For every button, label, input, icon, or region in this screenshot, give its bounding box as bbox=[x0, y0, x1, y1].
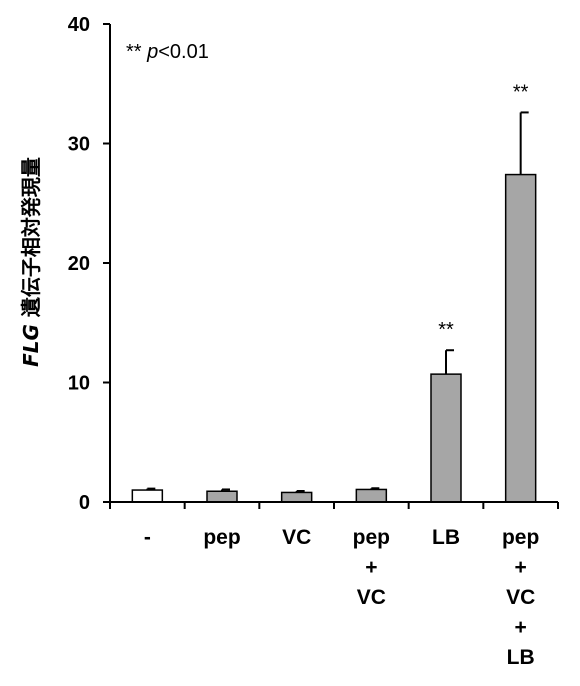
y-axis: 0 10 20 30 40 bbox=[68, 14, 111, 514]
x-axis bbox=[109, 501, 559, 509]
y-axis-label-italic: FLG bbox=[19, 324, 43, 367]
bar bbox=[430, 373, 462, 503]
y-tick-label: 40 bbox=[68, 14, 90, 36]
y-tick-label: 20 bbox=[68, 253, 90, 275]
y-tick-label: 30 bbox=[68, 134, 90, 156]
category-label: LB bbox=[507, 646, 535, 669]
category-label: - bbox=[144, 526, 151, 549]
y-tick-label: 0 bbox=[79, 492, 90, 514]
y-tick-label: 10 bbox=[68, 373, 90, 395]
y-axis-label: FLG 遺伝子相対発現量 bbox=[19, 157, 43, 367]
category-label: LB bbox=[432, 526, 460, 549]
annotation-p: p bbox=[146, 41, 158, 63]
significance-legend: ** p<0.01 bbox=[126, 41, 209, 63]
y-axis-label-rest: 遺伝子相対発現量 bbox=[19, 157, 43, 324]
significance-marker: ** bbox=[438, 319, 454, 341]
category-label: pep bbox=[502, 526, 539, 549]
category-label: VC bbox=[506, 586, 535, 609]
category-label: + bbox=[365, 556, 377, 579]
category-labels: - pep VC pep + VC LB pep + VC + LB bbox=[144, 526, 540, 669]
bar bbox=[206, 490, 238, 503]
annotation-prefix: ** bbox=[126, 41, 147, 63]
category-label: pep bbox=[353, 526, 390, 549]
significance-marker: ** bbox=[513, 81, 529, 103]
category-label: + bbox=[515, 616, 527, 639]
bar bbox=[355, 488, 388, 503]
bar bbox=[280, 491, 313, 503]
bar bbox=[131, 489, 164, 503]
annotation-suffix: <0.01 bbox=[158, 41, 209, 63]
category-label: VC bbox=[282, 526, 311, 549]
bar bbox=[504, 173, 537, 503]
significance-markers: ** ** bbox=[438, 81, 528, 341]
bars bbox=[131, 173, 537, 503]
error-bars bbox=[146, 111, 529, 493]
category-label: VC bbox=[357, 586, 386, 609]
category-label: pep bbox=[203, 526, 240, 549]
category-label: + bbox=[515, 556, 527, 579]
